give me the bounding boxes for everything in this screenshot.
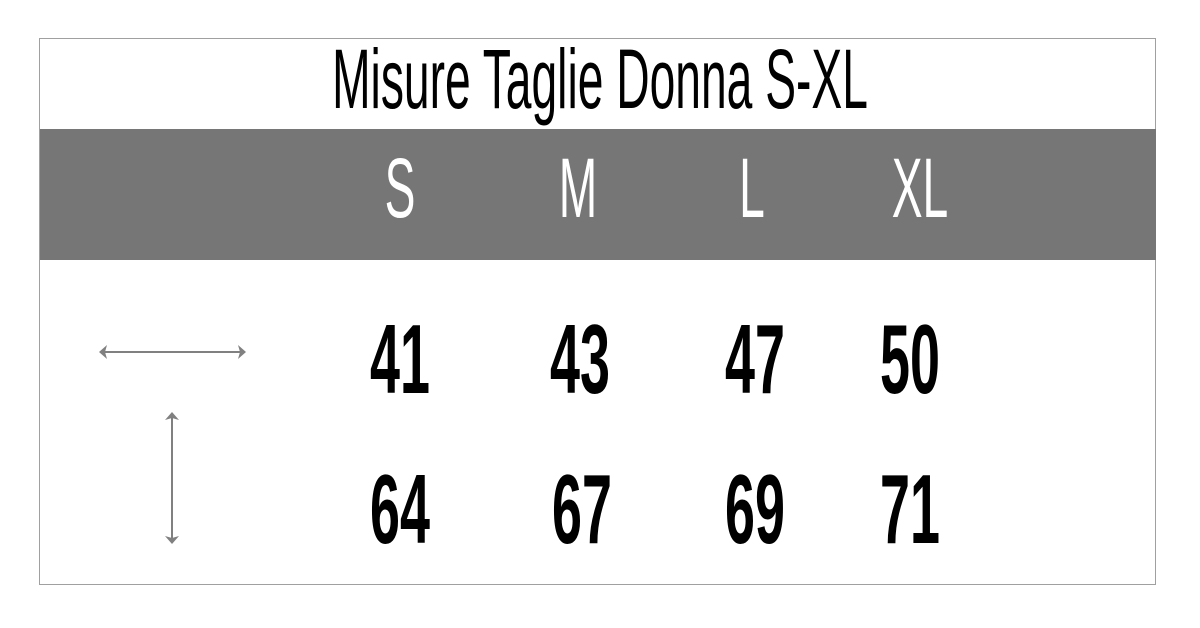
length-l: 69 bbox=[725, 454, 785, 564]
vertical-double-arrow-icon bbox=[165, 412, 179, 544]
length-s: 64 bbox=[370, 454, 430, 564]
size-header-l: L bbox=[739, 141, 765, 235]
width-l: 47 bbox=[725, 304, 785, 414]
chart-title: Misure Taglie Donna S-XL bbox=[332, 32, 868, 126]
size-header-m: M bbox=[558, 141, 598, 235]
width-xl: 50 bbox=[880, 304, 940, 414]
size-header-s: S bbox=[384, 141, 416, 235]
length-xl: 71 bbox=[880, 454, 940, 564]
width-s: 41 bbox=[370, 304, 430, 414]
width-m: 43 bbox=[550, 304, 610, 414]
length-m: 67 bbox=[552, 454, 612, 564]
size-chart-frame bbox=[39, 38, 1156, 585]
horizontal-double-arrow-icon bbox=[99, 345, 246, 359]
size-header-xl: XL bbox=[891, 141, 949, 235]
size-header-band bbox=[40, 129, 1156, 260]
